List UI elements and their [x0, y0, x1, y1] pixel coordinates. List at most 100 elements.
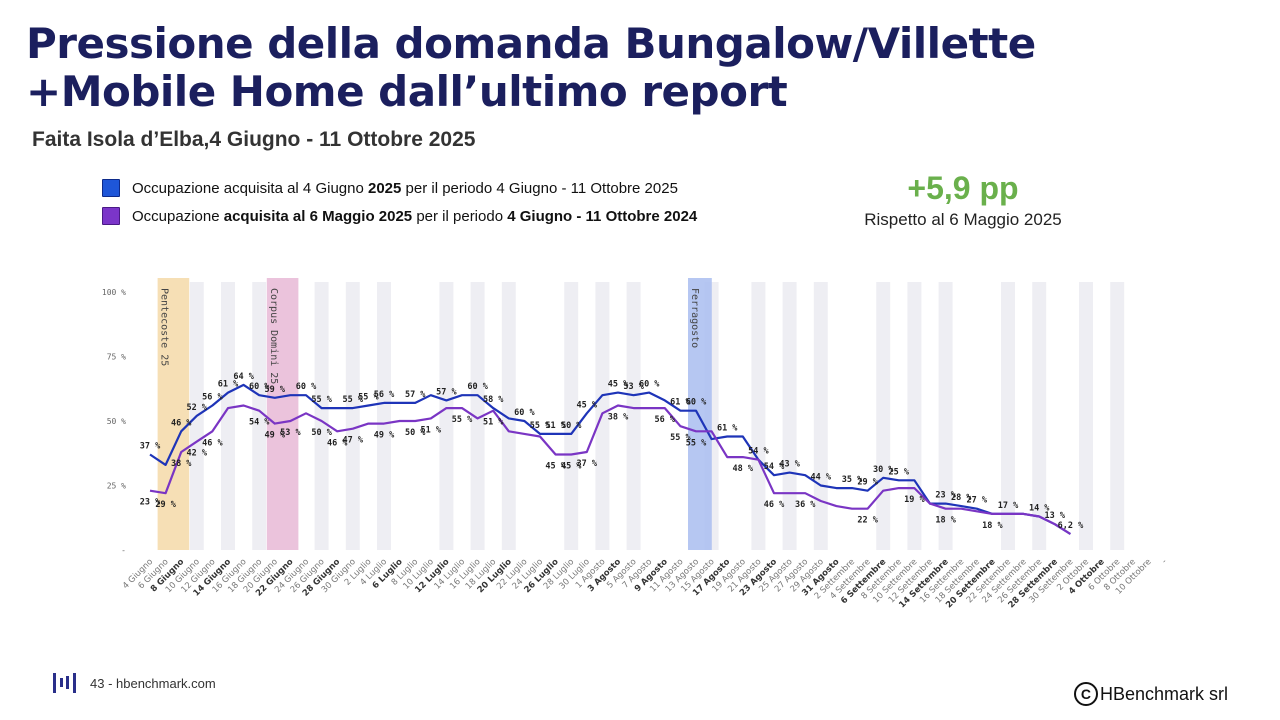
data-label-2024: 46 %: [764, 500, 785, 510]
weekend-band: [751, 282, 766, 550]
data-label-2025: 55 %: [530, 421, 551, 431]
hbenchmark-logo-icon: [53, 673, 76, 693]
data-label-2024: 19 %: [904, 495, 925, 505]
data-label-2025: 25 %: [889, 467, 910, 477]
data-label-2024: 55 %: [670, 433, 691, 443]
delta-caption: Rispetto al 6 Maggio 2025: [864, 210, 1062, 229]
weekend-band: [345, 282, 360, 550]
data-label-2025: 52 %: [187, 403, 208, 413]
data-label-2025: 60 %: [514, 408, 535, 418]
data-label-2024: 49 %: [265, 431, 286, 441]
data-label-2025: 60 %: [249, 382, 270, 392]
data-label-2024: 45 %: [545, 462, 566, 472]
data-label-2025: 54 %: [764, 462, 785, 472]
data-label-2024: 51 %: [483, 418, 504, 428]
data-label-2025: 30 %: [873, 465, 894, 475]
data-label-2025: 23 %: [935, 491, 956, 501]
data-label-2025: 60 %: [686, 398, 707, 408]
weekend-band: [1032, 282, 1047, 550]
data-label-2024: 47 %: [343, 436, 364, 446]
weekend-band: [813, 282, 828, 550]
weekend-band: [1001, 282, 1015, 550]
y-tick-label: 25 %: [107, 482, 126, 491]
data-label-2025: 28 %: [951, 493, 972, 503]
data-label-2025: 45 %: [577, 400, 598, 410]
data-label-2025: 57 %: [436, 387, 457, 397]
legend-swatch-purple: [102, 207, 120, 225]
y-tick-label: 75 %: [107, 353, 126, 362]
weekend-band: [221, 282, 235, 550]
legend-text-2024: Occupazione acquisita al 6 Maggio 2025 p…: [132, 207, 698, 225]
data-label-2024: 50 %: [405, 428, 426, 438]
data-label-2025: 56 %: [202, 393, 223, 403]
data-label-2025: 60 %: [296, 382, 317, 392]
weekend-band: [626, 282, 641, 550]
y-tick-label: -: [121, 546, 126, 555]
data-label-2024: 38 %: [608, 413, 629, 423]
data-label-2025: 29 %: [857, 478, 878, 488]
legend-item-2024: Occupazione acquisita al 6 Maggio 2025 p…: [102, 206, 697, 226]
data-label-2024: 46 %: [327, 438, 348, 448]
data-label-2025: 53 %: [623, 382, 644, 392]
legend: Occupazione acquisita al 4 Giugno 2025 p…: [102, 178, 697, 234]
data-label-2024: 53 %: [280, 428, 301, 438]
y-tick-label: 100 %: [102, 288, 126, 297]
data-label-2025: 13 %: [1045, 511, 1066, 521]
data-label-2025: 61 %: [218, 380, 239, 390]
data-label-2025: 59 %: [265, 385, 286, 395]
weekend-band: [501, 282, 516, 550]
event-band: [688, 278, 712, 550]
data-label-2024: 38 %: [171, 459, 192, 469]
event-label: Corpus Domini 25: [268, 288, 279, 384]
weekend-band: [1079, 282, 1093, 550]
legend-item-2025: Occupazione acquisita al 4 Giugno 2025 p…: [102, 178, 697, 198]
data-label-2025: 56 %: [374, 390, 395, 400]
data-label-2025: 43 %: [779, 460, 800, 470]
data-label-2025: 27 %: [967, 496, 988, 506]
weekend-band: [377, 282, 391, 550]
data-label-2024: 23 %: [140, 498, 161, 508]
weekend-band: [314, 282, 329, 550]
weekend-band: [782, 282, 797, 550]
weekend-band: [938, 282, 953, 550]
event-band: [157, 278, 190, 550]
data-label-2024: 54 %: [249, 418, 270, 428]
data-label-2024: 49 %: [374, 431, 395, 441]
data-label-2025: 55 %: [311, 395, 332, 405]
weekend-band: [876, 282, 891, 550]
data-label-2024: 55 %: [452, 415, 473, 425]
data-label-2024: 46 %: [202, 438, 223, 448]
data-label-2024: 36 %: [795, 500, 816, 510]
data-label-2024: 37 %: [577, 459, 598, 469]
subtitle: Faita Isola d’Elba,4 Giugno - 11 Ottobre…: [32, 128, 476, 151]
data-label-2025: 55 %: [343, 395, 364, 405]
x-tick-label: -: [1160, 557, 1169, 566]
page-title: Pressione della domanda Bungalow/Villett…: [26, 20, 1246, 116]
y-tick-label: 50 %: [107, 417, 126, 426]
data-label-2025: 17 %: [998, 501, 1019, 511]
data-label-2024: 48 %: [733, 464, 754, 474]
data-label-2025: 55 %: [358, 393, 379, 403]
weekend-band: [252, 282, 267, 550]
weekend-band: [470, 282, 485, 550]
delta-value: +5,9 pp: [907, 170, 1019, 206]
data-label-2024: 42 %: [187, 449, 208, 459]
series-line-2025: [149, 383, 1071, 535]
weekend-band: [907, 282, 922, 550]
event-band: [266, 278, 299, 550]
title-line-2: +Mobile Home dall’ultimo report: [26, 67, 788, 116]
legend-text-2025: Occupazione acquisita al 4 Giugno 2025 p…: [132, 179, 678, 197]
event-label: Pentecoste 25: [159, 288, 170, 366]
footer-brand: C HBenchmark srl: [1073, 682, 1228, 706]
data-label-2024: 50 %: [311, 428, 332, 438]
series-line-2024: [149, 404, 1071, 535]
footer-brand-text: HBenchmark srl: [1099, 683, 1228, 704]
weekend-band: [1110, 282, 1125, 550]
data-label-2025: 35 %: [842, 475, 863, 485]
data-label-2025: 44 %: [811, 473, 832, 483]
data-label-2025: 60 %: [639, 380, 660, 390]
data-label-2024: 18 %: [982, 521, 1003, 531]
copyright-icon: C: [1073, 682, 1098, 706]
event-label: Ferragosto: [689, 288, 700, 348]
legend-swatch-blue: [102, 179, 120, 197]
